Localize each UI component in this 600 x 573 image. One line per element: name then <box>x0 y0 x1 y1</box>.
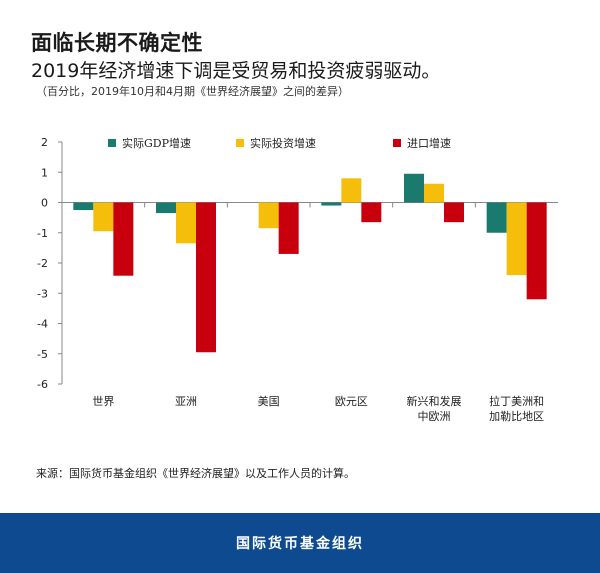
bar <box>93 202 114 232</box>
chart-subtitle: 2019年经济增速下调是受贸易和投资疲弱驱动。 <box>31 60 441 82</box>
y-tick-label: 0 <box>41 197 48 210</box>
x-category-label: 拉丁美洲和加勒比地区 <box>489 394 544 423</box>
legend-swatch <box>236 139 244 147</box>
legend-swatch <box>393 139 401 147</box>
legend-label: 实际GDP增速 <box>122 136 191 150</box>
y-tick-label: -6 <box>37 378 48 391</box>
bar <box>156 202 176 214</box>
bar-chart: 2 1 0 -1 -2 -3 -4 -5 -6 世界 亚洲 美国 欧元区 新兴和发展中欧洲拉丁美洲和加勒比… <box>37 136 558 423</box>
chart-note: （百分比，2019年10月和4月期《世界经济展望》之间的差异） <box>36 85 349 98</box>
bar <box>506 202 527 276</box>
source-note: 来源：国际货币基金组织《世界经济展望》以及工作人员的计算。 <box>36 467 355 480</box>
bar <box>486 202 507 233</box>
y-tick-label: -1 <box>37 227 48 240</box>
x-category-label: 亚洲 <box>175 395 197 408</box>
y-tick-label: -3 <box>37 287 48 300</box>
x-category-label: 美国 <box>258 395 280 408</box>
footer-org-name: 国际货币基金组织 <box>236 536 364 552</box>
y-tick-label: -2 <box>37 257 48 270</box>
x-category-label: 新兴和发展中欧洲 <box>407 394 462 423</box>
y-tick-label: 1 <box>41 166 48 179</box>
footer-bar: 国际货币基金组织 <box>0 513 600 573</box>
bar <box>176 202 196 244</box>
chart-title: 面临长期不确定性 <box>31 31 203 55</box>
x-category-label: 世界 <box>92 395 114 408</box>
y-tick-label: 2 <box>41 136 48 149</box>
legend-label: 实际投资增速 <box>250 136 316 150</box>
bar <box>113 202 134 276</box>
bar <box>444 202 464 223</box>
bar <box>321 202 342 206</box>
legend-label: 进口增速 <box>407 136 451 150</box>
y-tick-label: -4 <box>37 318 48 331</box>
legend-swatch <box>108 139 116 147</box>
bar <box>526 202 547 300</box>
bar <box>404 173 424 203</box>
bar <box>73 202 94 211</box>
bar <box>361 202 382 223</box>
x-category-label: 欧元区 <box>335 395 368 408</box>
y-tick-label: -5 <box>37 348 48 361</box>
bar <box>424 183 444 203</box>
bar <box>278 202 299 254</box>
bar <box>196 202 216 353</box>
bar <box>341 178 362 203</box>
bar <box>258 202 279 229</box>
